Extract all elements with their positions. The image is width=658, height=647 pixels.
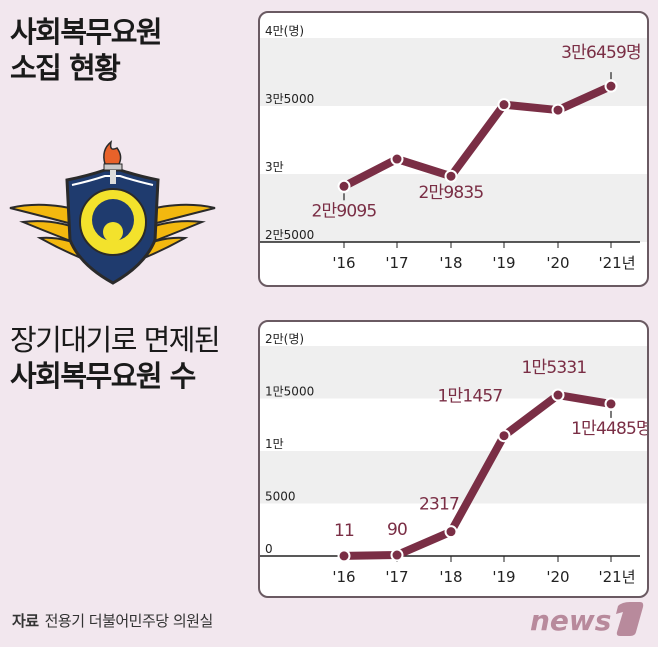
x-tick-label: '18 bbox=[439, 568, 462, 586]
x-tick-label: '16 bbox=[332, 568, 355, 586]
data-label: 2만9835 bbox=[419, 183, 484, 203]
data-point bbox=[444, 169, 458, 183]
data-label: 1만5331 bbox=[522, 358, 587, 378]
y-tick-label: 2만(명) bbox=[265, 332, 304, 346]
x-tick-label: '20 bbox=[546, 568, 569, 586]
x-tick-label: '19 bbox=[492, 568, 515, 586]
chart2-title-line1: 장기대기로 면제된 bbox=[10, 323, 221, 357]
y-tick-label: 3만5000 bbox=[265, 92, 314, 106]
data-point bbox=[390, 548, 404, 562]
data-point bbox=[551, 388, 565, 402]
data-point bbox=[444, 525, 458, 539]
chart2-plot: 0 5000 1만 1만5000 2만(명) '16 '17 '18 '19 '20 '21년 11 9… bbox=[260, 332, 649, 586]
x-tick-label: '17 bbox=[385, 568, 408, 586]
chart1-plot: 2만5000 3만 3만5000 4만(명) '16 '17 '18 '19 '20 '21년 2만… bbox=[260, 24, 647, 272]
y-tick-label: 2만5000 bbox=[265, 228, 314, 242]
y-tick-label: 5000 bbox=[265, 490, 296, 504]
x-tick-label: '19 bbox=[492, 254, 515, 272]
x-tick-label: '21년 bbox=[598, 568, 635, 586]
data-label: 2만9095 bbox=[312, 201, 377, 221]
data-point bbox=[337, 549, 351, 563]
y-tick-label: 1만5000 bbox=[265, 385, 314, 399]
chart1-panel: 2만5000 3만 3만5000 4만(명) '16 '17 '18 '19 '20 '21년 2만… bbox=[258, 11, 649, 287]
data-point bbox=[497, 429, 511, 443]
chart1-title: 사회복무요원 소집 현황 bbox=[10, 14, 163, 86]
source-text: 전용기 더불어민주당 의원실 bbox=[44, 612, 214, 630]
y-tick-label: 3만 bbox=[265, 160, 284, 174]
svg-text:news: news bbox=[530, 604, 611, 637]
data-point bbox=[604, 79, 618, 93]
social-service-emblem-icon bbox=[9, 140, 216, 285]
data-point bbox=[551, 103, 565, 117]
data-point bbox=[497, 98, 511, 112]
chart2-title: 장기대기로 면제된 사회복무요원 수 bbox=[10, 322, 221, 394]
data-point bbox=[337, 179, 351, 193]
y-tick-label: 0 bbox=[265, 542, 273, 556]
x-tick-label: '17 bbox=[385, 254, 408, 272]
chart2-panel: 0 5000 1만 1만5000 2만(명) '16 '17 '18 '19 '20 '21년 11 9… bbox=[258, 320, 649, 598]
chart1-title-line2: 소집 현황 bbox=[10, 51, 121, 85]
x-tick-label: '20 bbox=[546, 254, 569, 272]
y-tick-label: 4만(명) bbox=[265, 24, 304, 38]
data-label: 2317 bbox=[419, 495, 459, 515]
data-label: 90 bbox=[387, 520, 407, 540]
data-label: 1만1457 bbox=[438, 387, 503, 407]
source-note: 자료 전용기 더불어민주당 의원실 bbox=[12, 610, 213, 631]
data-point bbox=[604, 397, 618, 411]
x-tick-label: '21년 bbox=[598, 254, 635, 272]
y-tick-label: 1만 bbox=[265, 437, 284, 451]
chart2-title-line2: 사회복무요원 수 bbox=[10, 359, 196, 393]
data-label: 11 bbox=[334, 521, 354, 541]
x-tick-label: '16 bbox=[332, 254, 355, 272]
data-label: 1만4485명 bbox=[571, 419, 649, 439]
data-label: 3만6459명 bbox=[561, 43, 641, 63]
data-point bbox=[390, 152, 404, 166]
news1-logo-icon: news bbox=[530, 602, 644, 637]
x-tick-label: '18 bbox=[439, 254, 462, 272]
source-label: 자료 bbox=[12, 612, 39, 630]
chart1-title-line1: 사회복무요원 bbox=[10, 15, 163, 49]
